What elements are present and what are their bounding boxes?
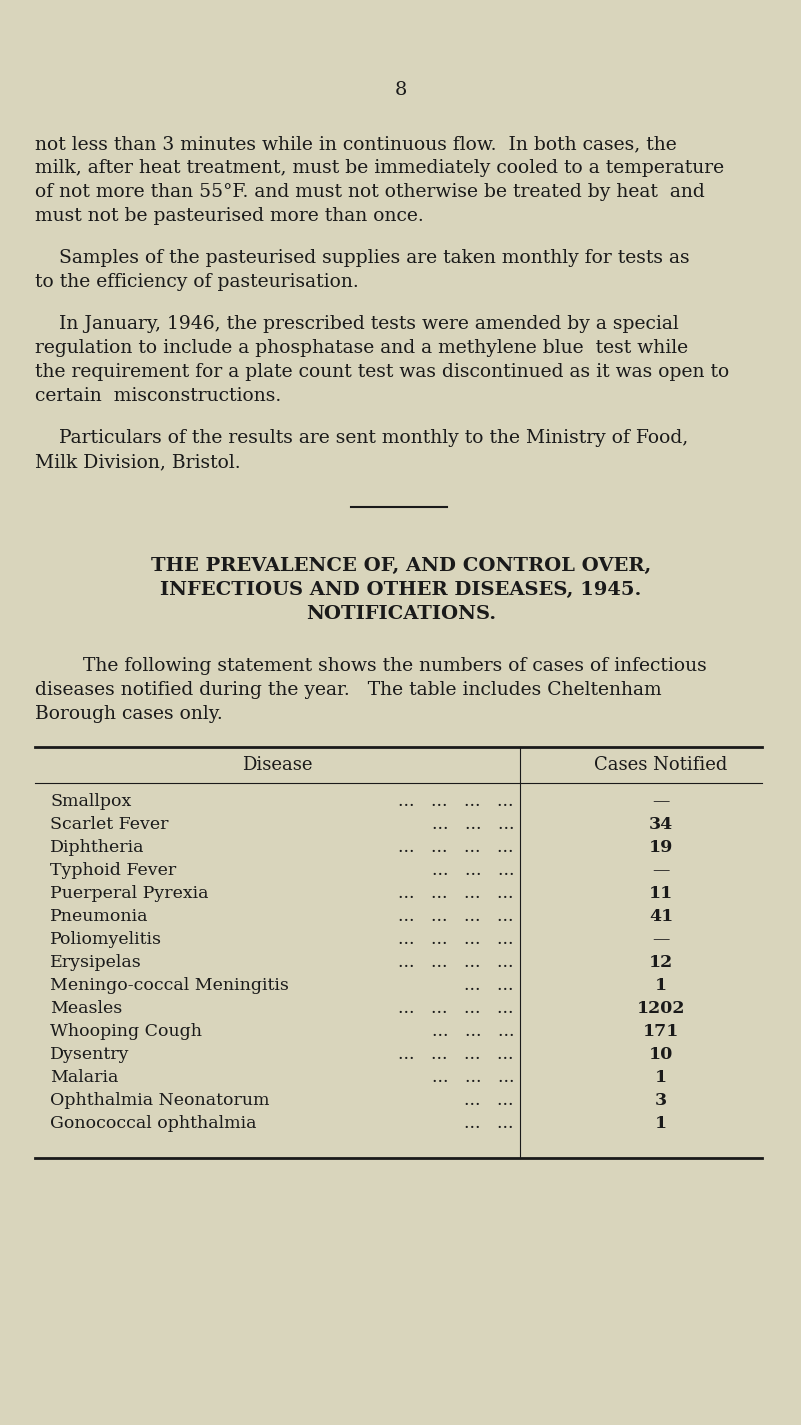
Text: diseases notified during the year.   The table includes Cheltenham: diseases notified during the year. The t…	[35, 681, 662, 700]
Text: Meningo-coccal Meningitis: Meningo-coccal Meningitis	[50, 978, 289, 995]
Text: ...   ...: ... ...	[465, 978, 514, 995]
Text: ...   ...   ...   ...: ... ... ... ...	[399, 953, 514, 970]
Text: 10: 10	[649, 1046, 673, 1063]
Text: Whooping Cough: Whooping Cough	[50, 1023, 202, 1040]
Text: Malaria: Malaria	[50, 1069, 119, 1086]
Text: 3: 3	[655, 1092, 667, 1109]
Text: Dysentry: Dysentry	[50, 1046, 130, 1063]
Text: Puerperal Pyrexia: Puerperal Pyrexia	[50, 885, 208, 902]
Text: Particulars of the results are sent monthly to the Ministry of Food,: Particulars of the results are sent mont…	[35, 429, 688, 447]
Text: 1202: 1202	[637, 1000, 685, 1017]
Text: 12: 12	[649, 953, 673, 970]
Text: Samples of the pasteurised supplies are taken monthly for tests as: Samples of the pasteurised supplies are …	[35, 249, 690, 266]
Text: 11: 11	[649, 885, 673, 902]
Text: ...   ...   ...: ... ... ...	[432, 817, 514, 834]
Text: 171: 171	[643, 1023, 679, 1040]
Text: ...   ...   ...   ...: ... ... ... ...	[399, 792, 514, 809]
Text: THE PREVALENCE OF, AND CONTROL OVER,: THE PREVALENCE OF, AND CONTROL OVER,	[151, 557, 651, 576]
Text: Diphtheria: Diphtheria	[50, 839, 144, 856]
Text: certain  misconstructions.: certain misconstructions.	[35, 388, 281, 405]
Text: INFECTIOUS AND OTHER DISEASES, 1945.: INFECTIOUS AND OTHER DISEASES, 1945.	[160, 581, 642, 598]
Text: ...   ...   ...   ...: ... ... ... ...	[399, 1046, 514, 1063]
Text: Poliomyelitis: Poliomyelitis	[50, 931, 162, 948]
Text: Milk Division, Bristol.: Milk Division, Bristol.	[35, 453, 240, 472]
Text: —: —	[652, 931, 670, 948]
Text: —: —	[652, 862, 670, 879]
Text: 1: 1	[655, 978, 667, 995]
Text: 19: 19	[649, 839, 673, 856]
Text: ...   ...   ...: ... ... ...	[432, 862, 514, 879]
Text: milk, after heat treatment, must be immediately cooled to a temperature: milk, after heat treatment, must be imme…	[35, 160, 724, 177]
Text: Typhoid Fever: Typhoid Fever	[50, 862, 176, 879]
Text: ...   ...   ...: ... ... ...	[432, 1023, 514, 1040]
Text: ...   ...   ...   ...: ... ... ... ...	[399, 885, 514, 902]
Text: the requirement for a plate count test was discontinued as it was open to: the requirement for a plate count test w…	[35, 363, 729, 380]
Text: Measles: Measles	[50, 1000, 123, 1017]
Text: Ophthalmia Neonatorum: Ophthalmia Neonatorum	[50, 1092, 269, 1109]
Text: —: —	[652, 792, 670, 809]
Text: ...   ...   ...   ...: ... ... ... ...	[399, 908, 514, 925]
Text: In January, 1946, the prescribed tests were amended by a special: In January, 1946, the prescribed tests w…	[35, 315, 678, 333]
Text: 41: 41	[649, 908, 673, 925]
Text: ...   ...: ... ...	[465, 1092, 514, 1109]
Text: 1: 1	[655, 1069, 667, 1086]
Text: 1: 1	[655, 1114, 667, 1131]
Text: Disease: Disease	[242, 757, 312, 774]
Text: not less than 3 minutes while in continuous flow.  In both cases, the: not less than 3 minutes while in continu…	[35, 135, 677, 152]
Text: regulation to include a phosphatase and a methylene blue  test while: regulation to include a phosphatase and …	[35, 339, 688, 358]
Text: Scarlet Fever: Scarlet Fever	[50, 817, 168, 834]
Text: of not more than 55°F. and must not otherwise be treated by heat  and: of not more than 55°F. and must not othe…	[35, 182, 705, 201]
Text: Smallpox: Smallpox	[50, 792, 131, 809]
Text: must not be pasteurised more than once.: must not be pasteurised more than once.	[35, 207, 424, 225]
Text: 8: 8	[395, 81, 407, 98]
Text: The following statement shows the numbers of cases of infectious: The following statement shows the number…	[35, 657, 706, 675]
Text: Cases Notified: Cases Notified	[594, 757, 727, 774]
Text: Erysipelas: Erysipelas	[50, 953, 142, 970]
Text: Gonococcal ophthalmia: Gonococcal ophthalmia	[50, 1114, 256, 1131]
Text: NOTIFICATIONS.: NOTIFICATIONS.	[306, 606, 496, 623]
Text: ...   ...   ...: ... ... ...	[432, 1069, 514, 1086]
Text: ...   ...: ... ...	[465, 1114, 514, 1131]
Text: Borough cases only.: Borough cases only.	[35, 705, 223, 722]
Text: ...   ...   ...   ...: ... ... ... ...	[399, 839, 514, 856]
Text: ...   ...   ...   ...: ... ... ... ...	[399, 931, 514, 948]
Text: ...   ...   ...   ...: ... ... ... ...	[399, 1000, 514, 1017]
Text: Pneumonia: Pneumonia	[50, 908, 148, 925]
Text: to the efficiency of pasteurisation.: to the efficiency of pasteurisation.	[35, 274, 359, 291]
Text: 34: 34	[649, 817, 673, 834]
